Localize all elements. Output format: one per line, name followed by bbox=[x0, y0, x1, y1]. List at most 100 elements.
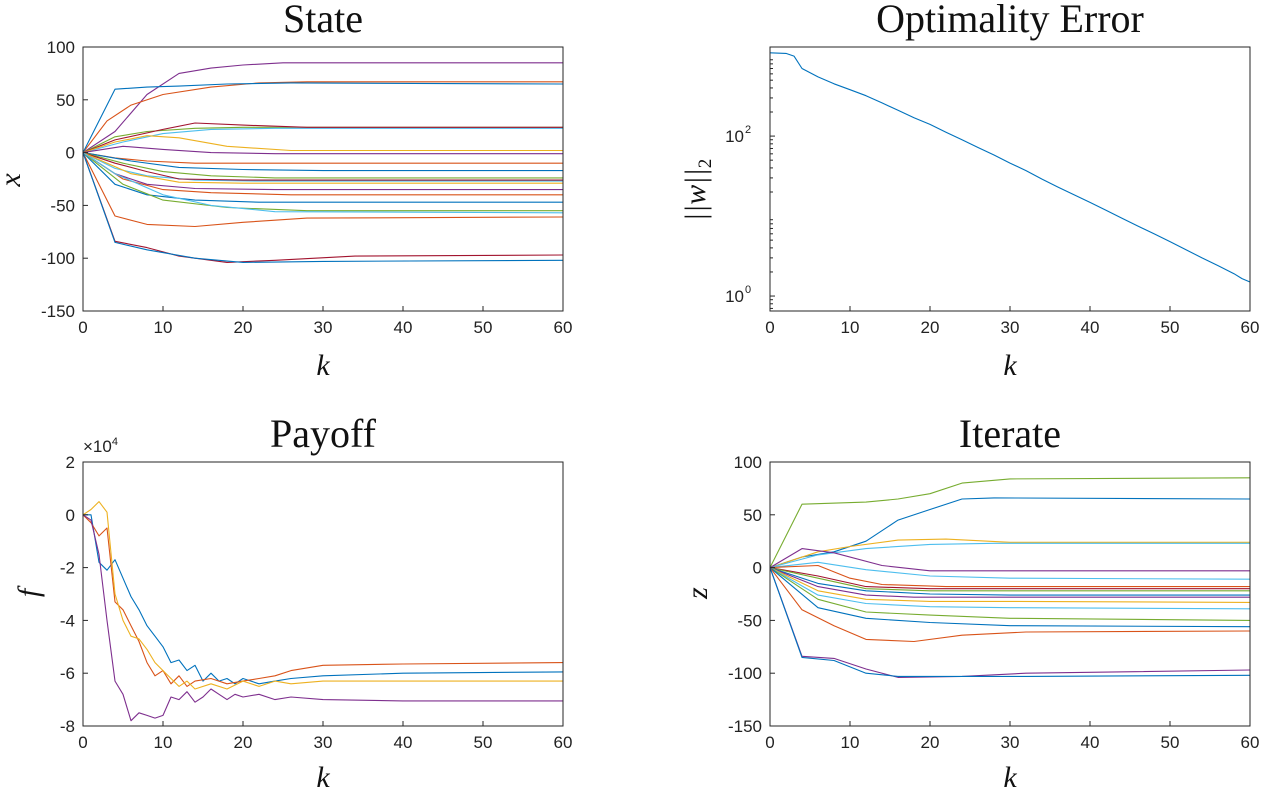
panel-title: Iterate bbox=[959, 411, 1061, 456]
x-tick-label: 40 bbox=[1081, 318, 1100, 337]
x-tick-label: 0 bbox=[765, 318, 774, 337]
y-tick-label: -4 bbox=[60, 611, 75, 630]
x-tick-label: 40 bbox=[394, 733, 413, 752]
panel-title: Payoff bbox=[270, 411, 377, 456]
series-line-17 bbox=[82, 152, 563, 203]
y-tick-label: 0 bbox=[753, 559, 762, 578]
x-tick-label: 20 bbox=[921, 318, 940, 337]
series-line-22 bbox=[82, 152, 564, 263]
series-line-2 bbox=[82, 81, 563, 153]
y-tick-label: -50 bbox=[737, 611, 762, 630]
x-tick-label: 50 bbox=[474, 318, 493, 337]
y-tick-label: 0 bbox=[66, 506, 75, 525]
panel-iterate: Iterate k z 0 10 20 30 40 50 60 -150 -100 -50 0 50 1… bbox=[681, 411, 1259, 792]
y-tick-exponent: 0 bbox=[745, 284, 751, 296]
y-axis-label: ||w||2 bbox=[679, 159, 716, 222]
y-axis-label: f bbox=[12, 585, 45, 597]
panel-title: State bbox=[283, 0, 363, 41]
y-tick-label: 0 bbox=[66, 144, 75, 163]
x-axis-label: k bbox=[1003, 349, 1017, 382]
series-line-8 bbox=[769, 567, 1250, 590]
series-line-10 bbox=[82, 152, 563, 172]
x-tick-label: 50 bbox=[1161, 318, 1180, 337]
x-tick-label: 50 bbox=[1161, 733, 1180, 752]
series-line-14 bbox=[769, 567, 1251, 621]
series-line-16 bbox=[769, 567, 1251, 643]
y-tick-label: 10 bbox=[725, 127, 744, 146]
y-tick-label: 10 bbox=[725, 287, 744, 306]
series-line-2 bbox=[769, 497, 1251, 569]
y-tick-label: -6 bbox=[60, 664, 75, 683]
x-tick-label: 10 bbox=[841, 318, 860, 337]
series-line-14 bbox=[82, 152, 563, 184]
series-line-11 bbox=[82, 152, 563, 179]
series-line-19 bbox=[82, 152, 564, 214]
series-line-9 bbox=[769, 567, 1250, 592]
x-tick-label: 40 bbox=[1081, 733, 1100, 752]
series-line-12 bbox=[769, 567, 1251, 603]
series-line-3 bbox=[82, 501, 563, 690]
x-tick-label: 50 bbox=[474, 733, 493, 752]
panel-state: State k x 0 10 20 30 40 50 60 -150 -100 -50 0 50 100 bbox=[0, 0, 572, 382]
series-line-5 bbox=[82, 127, 563, 154]
y-tick-label: 100 bbox=[734, 453, 762, 472]
y-tick-label: -150 bbox=[41, 302, 75, 321]
x-tick-label: 20 bbox=[234, 318, 253, 337]
plot-box bbox=[769, 46, 1251, 312]
x-tick-label: 20 bbox=[234, 733, 253, 752]
plot-box bbox=[769, 461, 1251, 727]
series-line-6 bbox=[769, 561, 1251, 580]
x-axis-label: k bbox=[316, 349, 330, 382]
y-axis-label: z bbox=[681, 587, 714, 600]
x-tick-label: 60 bbox=[1241, 318, 1260, 337]
y-tick-exponent: 2 bbox=[745, 124, 751, 136]
series-line-13 bbox=[82, 152, 563, 181]
series-line-7 bbox=[82, 135, 563, 154]
x-tick-label: 30 bbox=[314, 318, 333, 337]
series-line-21 bbox=[82, 152, 564, 263]
panel-title: Optimality Error bbox=[876, 0, 1144, 41]
series-line-18 bbox=[82, 152, 563, 212]
series-line-10 bbox=[769, 567, 1250, 596]
x-tick-label: 10 bbox=[154, 733, 173, 752]
series-line-20 bbox=[82, 152, 564, 228]
x-tick-label: 0 bbox=[78, 733, 87, 752]
x-tick-label: 0 bbox=[765, 733, 774, 752]
y-axis-label: x bbox=[0, 173, 27, 188]
series-line-4 bbox=[82, 514, 563, 722]
x-tick-label: 30 bbox=[1001, 733, 1020, 752]
x-tick-label: 30 bbox=[314, 733, 333, 752]
x-axis-label: k bbox=[316, 761, 330, 792]
plot-box bbox=[82, 46, 564, 312]
series-line-7 bbox=[769, 564, 1250, 588]
series-line-17 bbox=[769, 567, 1251, 678]
series-line-4 bbox=[769, 542, 1250, 569]
panel-payoff: Payoff k f ×104 0 10 20 30 40 50 60 -8 -6 -4 -2 0 2 bbox=[12, 411, 572, 792]
plot-box bbox=[82, 461, 564, 727]
series-line-18 bbox=[769, 567, 1251, 677]
x-tick-label: 0 bbox=[78, 318, 87, 337]
x-axis-label: k bbox=[1003, 761, 1017, 792]
x-tick-label: 60 bbox=[1241, 733, 1260, 752]
series-line-1 bbox=[769, 477, 1251, 568]
x-tick-label: 60 bbox=[554, 733, 573, 752]
y-tick-label: -100 bbox=[728, 664, 762, 683]
series-line-12 bbox=[82, 152, 563, 182]
series-line-1 bbox=[769, 52, 1251, 283]
x-tick-label: 40 bbox=[394, 318, 413, 337]
x-tick-label: 10 bbox=[841, 733, 860, 752]
y-tick-label: -50 bbox=[50, 196, 75, 215]
panel-optimality-error: Optimality Error k ||w||2 0 10 20 30 40 50 601… bbox=[679, 0, 1259, 382]
series-line-13 bbox=[769, 567, 1251, 610]
y-tick-label: 50 bbox=[743, 506, 762, 525]
series-line-6 bbox=[82, 122, 563, 154]
x-tick-label: 30 bbox=[1001, 318, 1020, 337]
y-tick-label: -100 bbox=[41, 249, 75, 268]
y-tick-label: -150 bbox=[728, 717, 762, 736]
series-line-2 bbox=[82, 514, 564, 687]
series-line-1 bbox=[82, 62, 563, 154]
y-tick-label: -2 bbox=[60, 559, 75, 578]
x-tick-label: 10 bbox=[154, 318, 173, 337]
series-line-3 bbox=[82, 82, 564, 153]
